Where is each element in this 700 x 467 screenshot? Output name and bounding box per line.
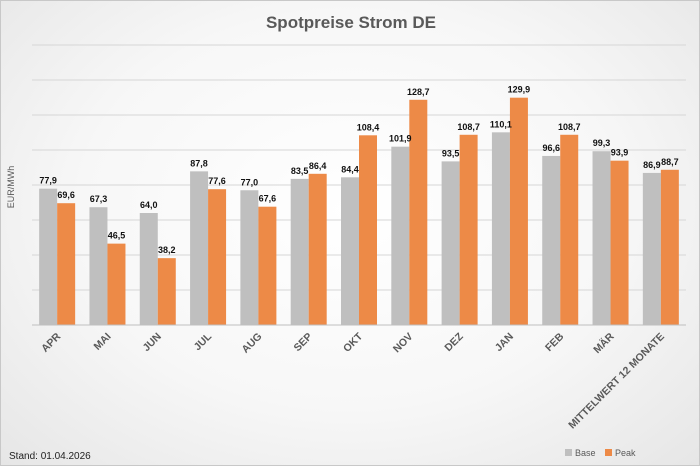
data-label-base-6: 84,4 — [341, 164, 359, 174]
bar-peak-4 — [258, 206, 277, 325]
bar-base-3 — [190, 171, 209, 325]
data-label-peak-11: 93,9 — [611, 148, 629, 158]
legend-swatch-base — [565, 449, 572, 456]
x-tick-label-0: APR — [39, 330, 63, 354]
data-label-peak-9: 129,9 — [508, 85, 531, 95]
x-tick-label-10: FEB — [543, 330, 567, 354]
data-label-peak-8: 108,7 — [457, 122, 480, 132]
bar-group — [39, 97, 679, 326]
bar-base-0 — [39, 188, 58, 325]
data-label-base-8: 93,5 — [442, 148, 460, 158]
bar-base-10 — [542, 155, 561, 325]
bar-base-8 — [441, 161, 460, 325]
bar-peak-8 — [459, 134, 478, 325]
legend-label-peak: Peak — [615, 448, 636, 458]
x-tick-label-3: JUL — [192, 330, 215, 353]
x-tick-label-5: SEP — [291, 331, 314, 354]
data-label-peak-0: 69,6 — [57, 190, 75, 200]
x-tick-label-7: NOV — [391, 331, 416, 356]
bar-base-2 — [139, 213, 158, 325]
bar-peak-5 — [308, 173, 327, 325]
legend: Base Peak — [565, 448, 636, 458]
data-label-peak-6: 108,4 — [357, 122, 380, 132]
x-tick-label-8: DEZ — [442, 330, 466, 354]
bar-base-11 — [592, 151, 611, 325]
bar-base-9 — [491, 132, 510, 325]
data-label-base-7: 101,9 — [389, 134, 412, 144]
data-label-base-4: 77,0 — [241, 177, 259, 187]
chart-title: Spotpreise Strom DE — [266, 13, 436, 32]
bar-peak-7 — [409, 99, 428, 326]
y-axis-label: EUR/MWh — [6, 166, 16, 209]
data-label-base-3: 87,8 — [190, 158, 208, 168]
bar-base-1 — [89, 207, 108, 325]
x-tick-label-12: MITTELWERT 12 MONATE — [566, 331, 667, 432]
bar-peak-2 — [157, 258, 176, 325]
bar-peak-6 — [359, 135, 377, 325]
data-labels: 77,969,6 67,3 46,5 64,0 38,2 87,877,6 77,067,6… — [39, 85, 678, 255]
data-label-base-5: 83,5 — [291, 166, 309, 176]
data-label-base-9: 110,1 — [490, 119, 512, 129]
x-tick-label-4: AUG — [240, 331, 265, 356]
bar-peak-12 — [660, 169, 679, 325]
data-label-base-2: 64,0 — [140, 200, 158, 210]
bar-peak-0 — [57, 203, 76, 325]
bar-peak-11 — [610, 160, 629, 325]
data-label-base-12: 86,9 — [643, 160, 661, 170]
x-axis-ticks: APR MAI JUN JUL AUG SEP OKT NOV DEZ JAN FEB MÄRMITT… — [39, 330, 667, 432]
bar-peak-1 — [107, 243, 126, 325]
x-tick-label-11: MÄR — [591, 330, 617, 356]
data-label-peak-1: 46,5 — [108, 231, 126, 241]
bar-base-4 — [240, 190, 259, 325]
x-tick-label-6: OKT — [341, 330, 366, 355]
data-label-peak-12: 88,7 — [661, 157, 679, 167]
data-label-peak-10: 108,7 — [558, 122, 581, 132]
data-label-peak-7: 128,7 — [407, 87, 430, 97]
legend-swatch-peak — [605, 449, 612, 456]
data-label-base-10: 96,6 — [542, 143, 560, 153]
data-label-base-11: 99,3 — [593, 138, 611, 148]
bar-base-5 — [290, 178, 309, 325]
data-label-peak-2: 38,2 — [158, 245, 176, 255]
bar-peak-10 — [560, 134, 579, 325]
bar-base-6 — [341, 177, 359, 325]
bar-base-7 — [391, 146, 410, 325]
x-tick-label-1: MAI — [91, 331, 113, 353]
x-tick-label-9: JAN — [493, 331, 516, 354]
data-label-peak-4: 67,6 — [259, 194, 277, 204]
bar-base-12 — [642, 172, 661, 325]
data-label-base-1: 67,3 — [90, 194, 108, 204]
x-tick-label-2: JUN — [141, 331, 164, 354]
data-label-peak-3: 77,6 — [208, 176, 226, 186]
bar-peak-9 — [509, 97, 528, 325]
legend-label-base: Base — [575, 448, 596, 458]
data-label-base-0: 77,9 — [39, 176, 57, 186]
data-label-peak-5: 86,4 — [309, 161, 327, 171]
bar-peak-3 — [208, 189, 227, 325]
stand-date-note: Stand: 01.04.2026 — [9, 451, 91, 462]
